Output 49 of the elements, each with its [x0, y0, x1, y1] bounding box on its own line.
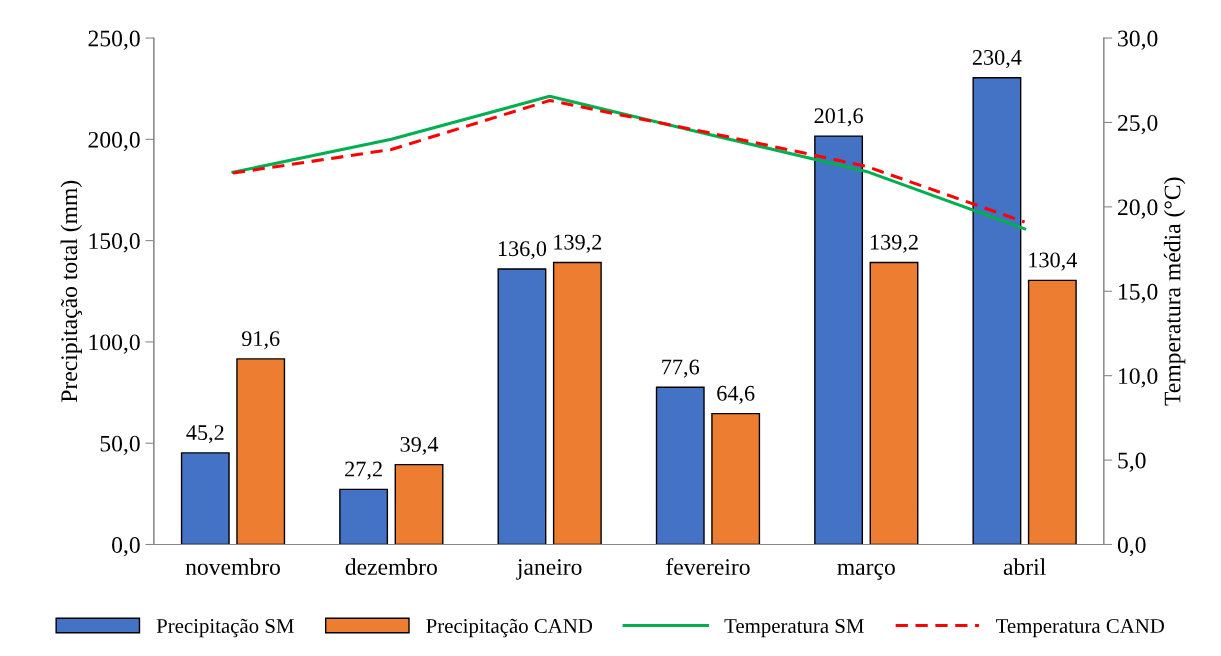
bar — [655, 386, 705, 545]
x-tick-label: abril — [1003, 558, 1046, 575]
legend-label: Temperatura CAND — [996, 619, 1165, 638]
data-label: 136,0 — [498, 241, 547, 260]
bar — [1027, 279, 1077, 545]
x-tick-label: dezembro — [345, 558, 437, 575]
legend-label: Precipitação CAND — [426, 618, 593, 638]
legend-label: Temperatura SM — [724, 619, 864, 638]
data-label: 64,6 — [717, 385, 755, 404]
bar — [869, 261, 919, 545]
y-tick-label: 50,0 — [100, 435, 140, 456]
bar — [711, 412, 761, 545]
bar — [394, 463, 444, 545]
x-tick-label: fevereiro — [666, 558, 750, 575]
legend-label: Precipitação SM — [156, 618, 294, 638]
bar — [972, 77, 1022, 545]
data-label: 27,2 — [345, 461, 382, 480]
y2-tick-label: 20,0 — [1118, 199, 1158, 219]
y-axis-title: Precipitação total (mm) — [60, 180, 82, 403]
bar — [497, 268, 547, 545]
y-tick-label: 200,0 — [88, 131, 140, 152]
x-tick-label: março — [837, 563, 895, 580]
y2-tick-label: 5,0 — [1118, 452, 1146, 472]
data-label: 77,6 — [662, 359, 700, 378]
y-tick-label: 100,0 — [89, 334, 140, 354]
y-tick-label: 250,0 — [88, 30, 140, 50]
bar — [180, 452, 230, 545]
data-label: 45,2 — [186, 425, 224, 444]
y-tick-label: 0,0 — [112, 536, 140, 557]
data-label: 230,4 — [972, 49, 1022, 69]
bar — [236, 358, 286, 545]
data-label: 201,6 — [814, 108, 863, 127]
x-tick-label: novembro — [185, 558, 280, 575]
data-label: 91,6 — [241, 331, 280, 350]
y-tick-label: 150,0 — [89, 233, 140, 253]
y2-tick-label: 30,0 — [1118, 30, 1158, 50]
data-label: 39,4 — [400, 436, 439, 456]
y2-tick-label: 0,0 — [1117, 536, 1146, 557]
bar — [339, 488, 389, 545]
data-label: 130,4 — [1029, 252, 1077, 271]
y2-tick-label: 25,0 — [1118, 114, 1158, 135]
y2-tick-label: 15,0 — [1119, 283, 1158, 304]
y2-tick-label: 10,0 — [1119, 368, 1158, 388]
data-label: 139,2 — [554, 234, 602, 253]
y2-axis-title: Temperatura média (°C) — [1163, 177, 1186, 406]
bar — [814, 135, 864, 545]
bar — [552, 261, 602, 545]
x-tick-label: janeiro — [516, 559, 582, 580]
data-label: 139,2 — [870, 234, 918, 253]
